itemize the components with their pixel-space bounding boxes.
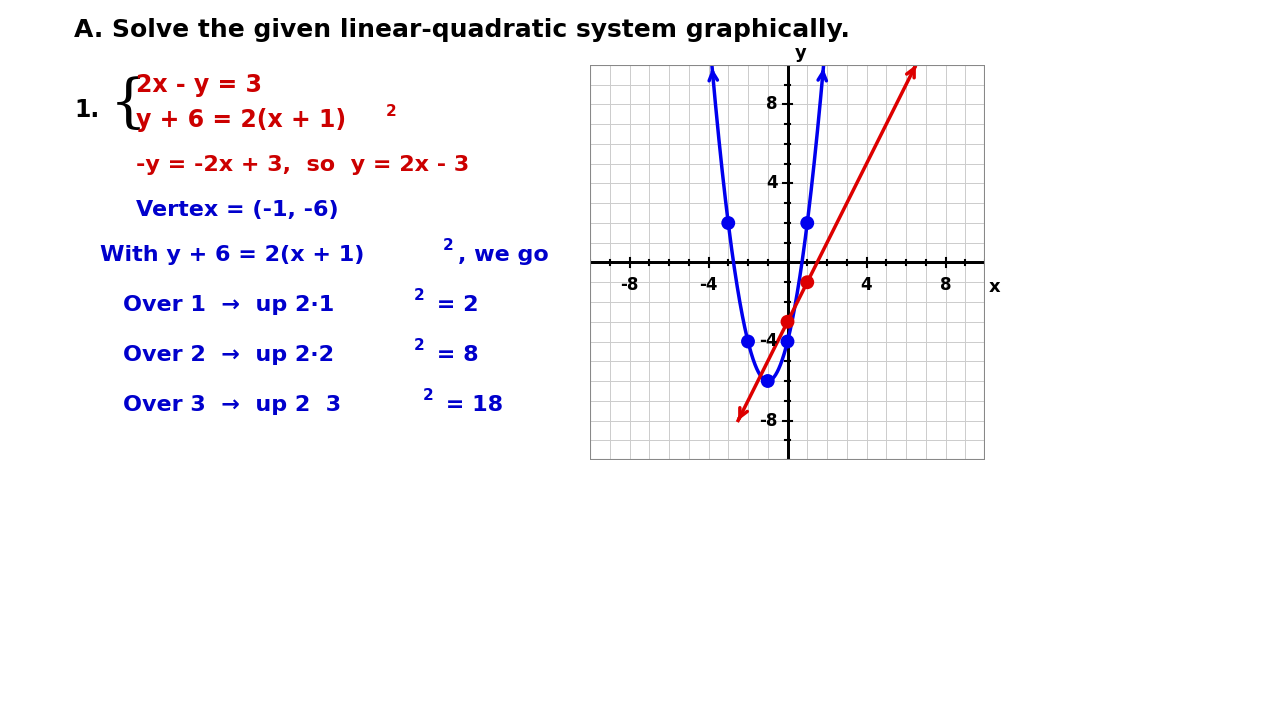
Text: Vertex = (-1, -6): Vertex = (-1, -6) bbox=[136, 200, 338, 220]
Text: = 8: = 8 bbox=[429, 345, 479, 365]
Text: , we go: , we go bbox=[458, 245, 549, 265]
Text: 8: 8 bbox=[767, 96, 778, 114]
Point bbox=[777, 316, 797, 328]
Point bbox=[718, 217, 739, 229]
Text: 2x - y = 3: 2x - y = 3 bbox=[136, 73, 261, 97]
Text: -4: -4 bbox=[759, 333, 778, 351]
Text: -4: -4 bbox=[699, 276, 718, 294]
Point bbox=[737, 336, 758, 347]
Text: y: y bbox=[795, 44, 806, 62]
Text: 2: 2 bbox=[443, 238, 453, 253]
Text: 2: 2 bbox=[385, 104, 396, 119]
Text: 2: 2 bbox=[413, 338, 424, 354]
Text: {: { bbox=[110, 77, 147, 133]
Point bbox=[777, 336, 797, 347]
Text: y + 6 = 2(x + 1): y + 6 = 2(x + 1) bbox=[136, 108, 346, 132]
Text: 2: 2 bbox=[422, 389, 433, 403]
Text: -8: -8 bbox=[621, 276, 639, 294]
Text: 4: 4 bbox=[765, 174, 778, 192]
Text: 8: 8 bbox=[940, 276, 951, 294]
Text: Over 1  →  up 2·1: Over 1 → up 2·1 bbox=[123, 295, 334, 315]
Text: -y = -2x + 3,  so  y = 2x - 3: -y = -2x + 3, so y = 2x - 3 bbox=[136, 155, 468, 175]
Text: = 2: = 2 bbox=[429, 295, 479, 315]
Text: A. Solve the given linear-quadratic system graphically.: A. Solve the given linear-quadratic syst… bbox=[74, 18, 850, 42]
Text: 4: 4 bbox=[860, 276, 872, 294]
Point bbox=[797, 276, 818, 288]
Text: x: x bbox=[989, 279, 1001, 297]
Text: = 18: = 18 bbox=[438, 395, 503, 415]
Text: 2: 2 bbox=[413, 289, 424, 304]
Point bbox=[797, 217, 818, 229]
Text: Over 2  →  up 2·2: Over 2 → up 2·2 bbox=[123, 345, 334, 365]
Text: 1.: 1. bbox=[74, 98, 100, 122]
Point bbox=[758, 375, 778, 387]
Text: -8: -8 bbox=[759, 412, 778, 430]
Text: With y + 6 = 2(x + 1): With y + 6 = 2(x + 1) bbox=[100, 245, 365, 265]
Text: Over 3  →  up 2  3: Over 3 → up 2 3 bbox=[123, 395, 340, 415]
